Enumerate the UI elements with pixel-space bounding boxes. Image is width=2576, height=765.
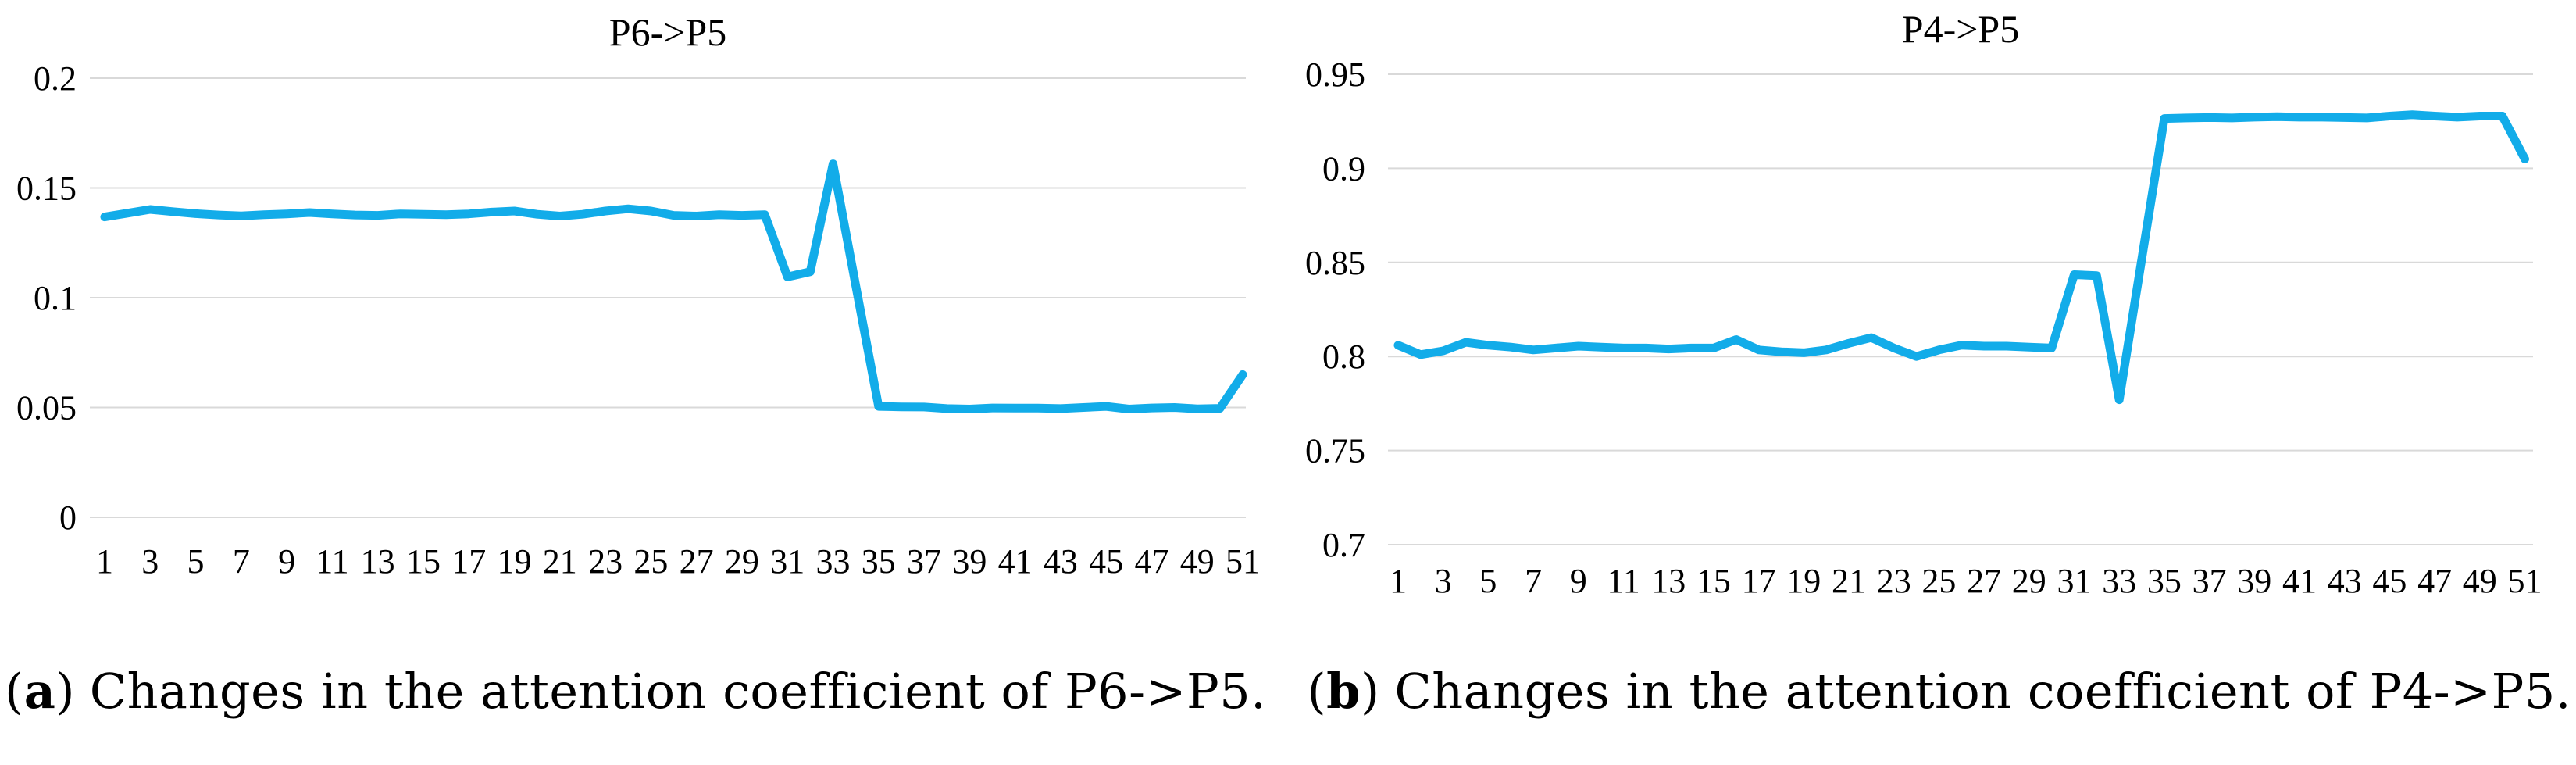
- caption-b-text: Changes in the attention coefficient of …: [1394, 663, 2571, 720]
- data-series-line: [1393, 110, 2529, 405]
- x-tick-label: 3: [141, 542, 159, 581]
- x-tick-label: 15: [1697, 562, 1731, 600]
- caption-b-paren-open: (: [1307, 663, 1327, 720]
- x-tick-label: 35: [862, 542, 896, 581]
- x-tick-label: 19: [498, 542, 532, 581]
- y-tick-label: 0.95: [1305, 55, 1365, 94]
- chart-p4-to-p5: 0.950.90.850.80.750.71 3 5 7 9 11 13 15 17 19 21 23…: [1305, 7, 2542, 600]
- y-tick-label: 0: [59, 499, 77, 537]
- caption-a: (a) Changes in the attention coefficient …: [5, 663, 1266, 720]
- x-tick-label: 9: [278, 542, 295, 581]
- caption-b-paren-close: ): [1361, 663, 1380, 720]
- caption-a-text: Changes in the attention coefficient of …: [89, 663, 1267, 720]
- x-tick-label: 33: [815, 542, 850, 581]
- caption-b-marker: b: [1326, 663, 1361, 720]
- x-tick-label: 29: [2012, 562, 2046, 600]
- x-tick-label: 49: [2463, 562, 2497, 600]
- x-tick-label: 11: [1607, 562, 1639, 600]
- x-tick-label: 47: [1134, 542, 1168, 581]
- x-tick-label: 27: [680, 542, 714, 581]
- x-tick-label: 1: [96, 542, 113, 581]
- x-tick-label: 37: [907, 542, 941, 581]
- x-tick-label: 45: [1089, 542, 1123, 581]
- x-tick-label: 47: [2417, 562, 2452, 600]
- x-tick-label: 15: [406, 542, 441, 581]
- x-tick-label: 1: [1390, 562, 1407, 600]
- chart-title: P6->P5: [609, 10, 726, 54]
- figure-captions: (a) Changes in the attention coefficient …: [0, 663, 2576, 720]
- y-tick-label: 0.05: [16, 389, 77, 427]
- x-tick-label: 45: [2372, 562, 2407, 600]
- x-tick-label: 25: [633, 542, 668, 581]
- x-tick-label: 13: [1651, 562, 1686, 600]
- x-tick-label: 49: [1180, 542, 1215, 581]
- y-tick-label: 0.9: [1322, 149, 1365, 188]
- x-tick-label: 51: [2508, 562, 2542, 600]
- x-tick-label: 27: [1967, 562, 2001, 600]
- y-tick-label: 0.15: [16, 170, 77, 208]
- x-tick-label: 31: [2057, 562, 2092, 600]
- x-tick-label: 23: [1877, 562, 1911, 600]
- y-tick-label: 0.75: [1305, 432, 1365, 470]
- x-tick-label: 13: [361, 542, 395, 581]
- x-tick-label: 19: [1786, 562, 1821, 600]
- x-tick-label: 25: [1921, 562, 1956, 600]
- x-tick-label: 21: [1832, 562, 1866, 600]
- y-tick-label: 0.1: [34, 279, 77, 317]
- x-tick-label: 11: [316, 542, 348, 581]
- x-tick-label: 51: [1226, 542, 1260, 581]
- x-tick-label: 17: [1742, 562, 1776, 600]
- x-tick-label: 31: [770, 542, 805, 581]
- x-tick-label: 3: [1435, 562, 1452, 600]
- x-tick-label: 7: [233, 542, 250, 581]
- x-tick-label: 5: [187, 542, 205, 581]
- data-series-line: [100, 159, 1247, 413]
- x-tick-label: 41: [2282, 562, 2317, 600]
- x-tick-label: 35: [2147, 562, 2182, 600]
- caption-a-marker: a: [23, 663, 56, 720]
- y-tick-label: 0.7: [1322, 526, 1365, 564]
- caption-a-paren-open: (: [5, 663, 24, 720]
- chart-title: P4->P5: [1902, 7, 2019, 51]
- x-tick-label: 23: [588, 542, 623, 581]
- x-tick-label: 39: [2237, 562, 2271, 600]
- caption-b: (b) Changes in the attention coefficient …: [1307, 663, 2571, 720]
- x-tick-label: 17: [451, 542, 486, 581]
- x-tick-label: 7: [1525, 562, 1542, 600]
- x-tick-label: 5: [1479, 562, 1497, 600]
- caption-a-paren-close: ): [55, 663, 76, 720]
- x-tick-label: 43: [1044, 542, 1078, 581]
- x-tick-label: 39: [952, 542, 987, 581]
- x-tick-label: 33: [2102, 562, 2136, 600]
- x-tick-label: 37: [2192, 562, 2227, 600]
- y-tick-label: 0.85: [1305, 244, 1365, 282]
- y-tick-label: 0.8: [1322, 338, 1365, 376]
- x-tick-label: 9: [1570, 562, 1587, 600]
- x-tick-label: 43: [2328, 562, 2362, 600]
- x-tick-label: 29: [725, 542, 759, 581]
- y-tick-label: 0.2: [34, 59, 77, 98]
- x-tick-label: 41: [998, 542, 1033, 581]
- x-tick-label: 21: [543, 542, 577, 581]
